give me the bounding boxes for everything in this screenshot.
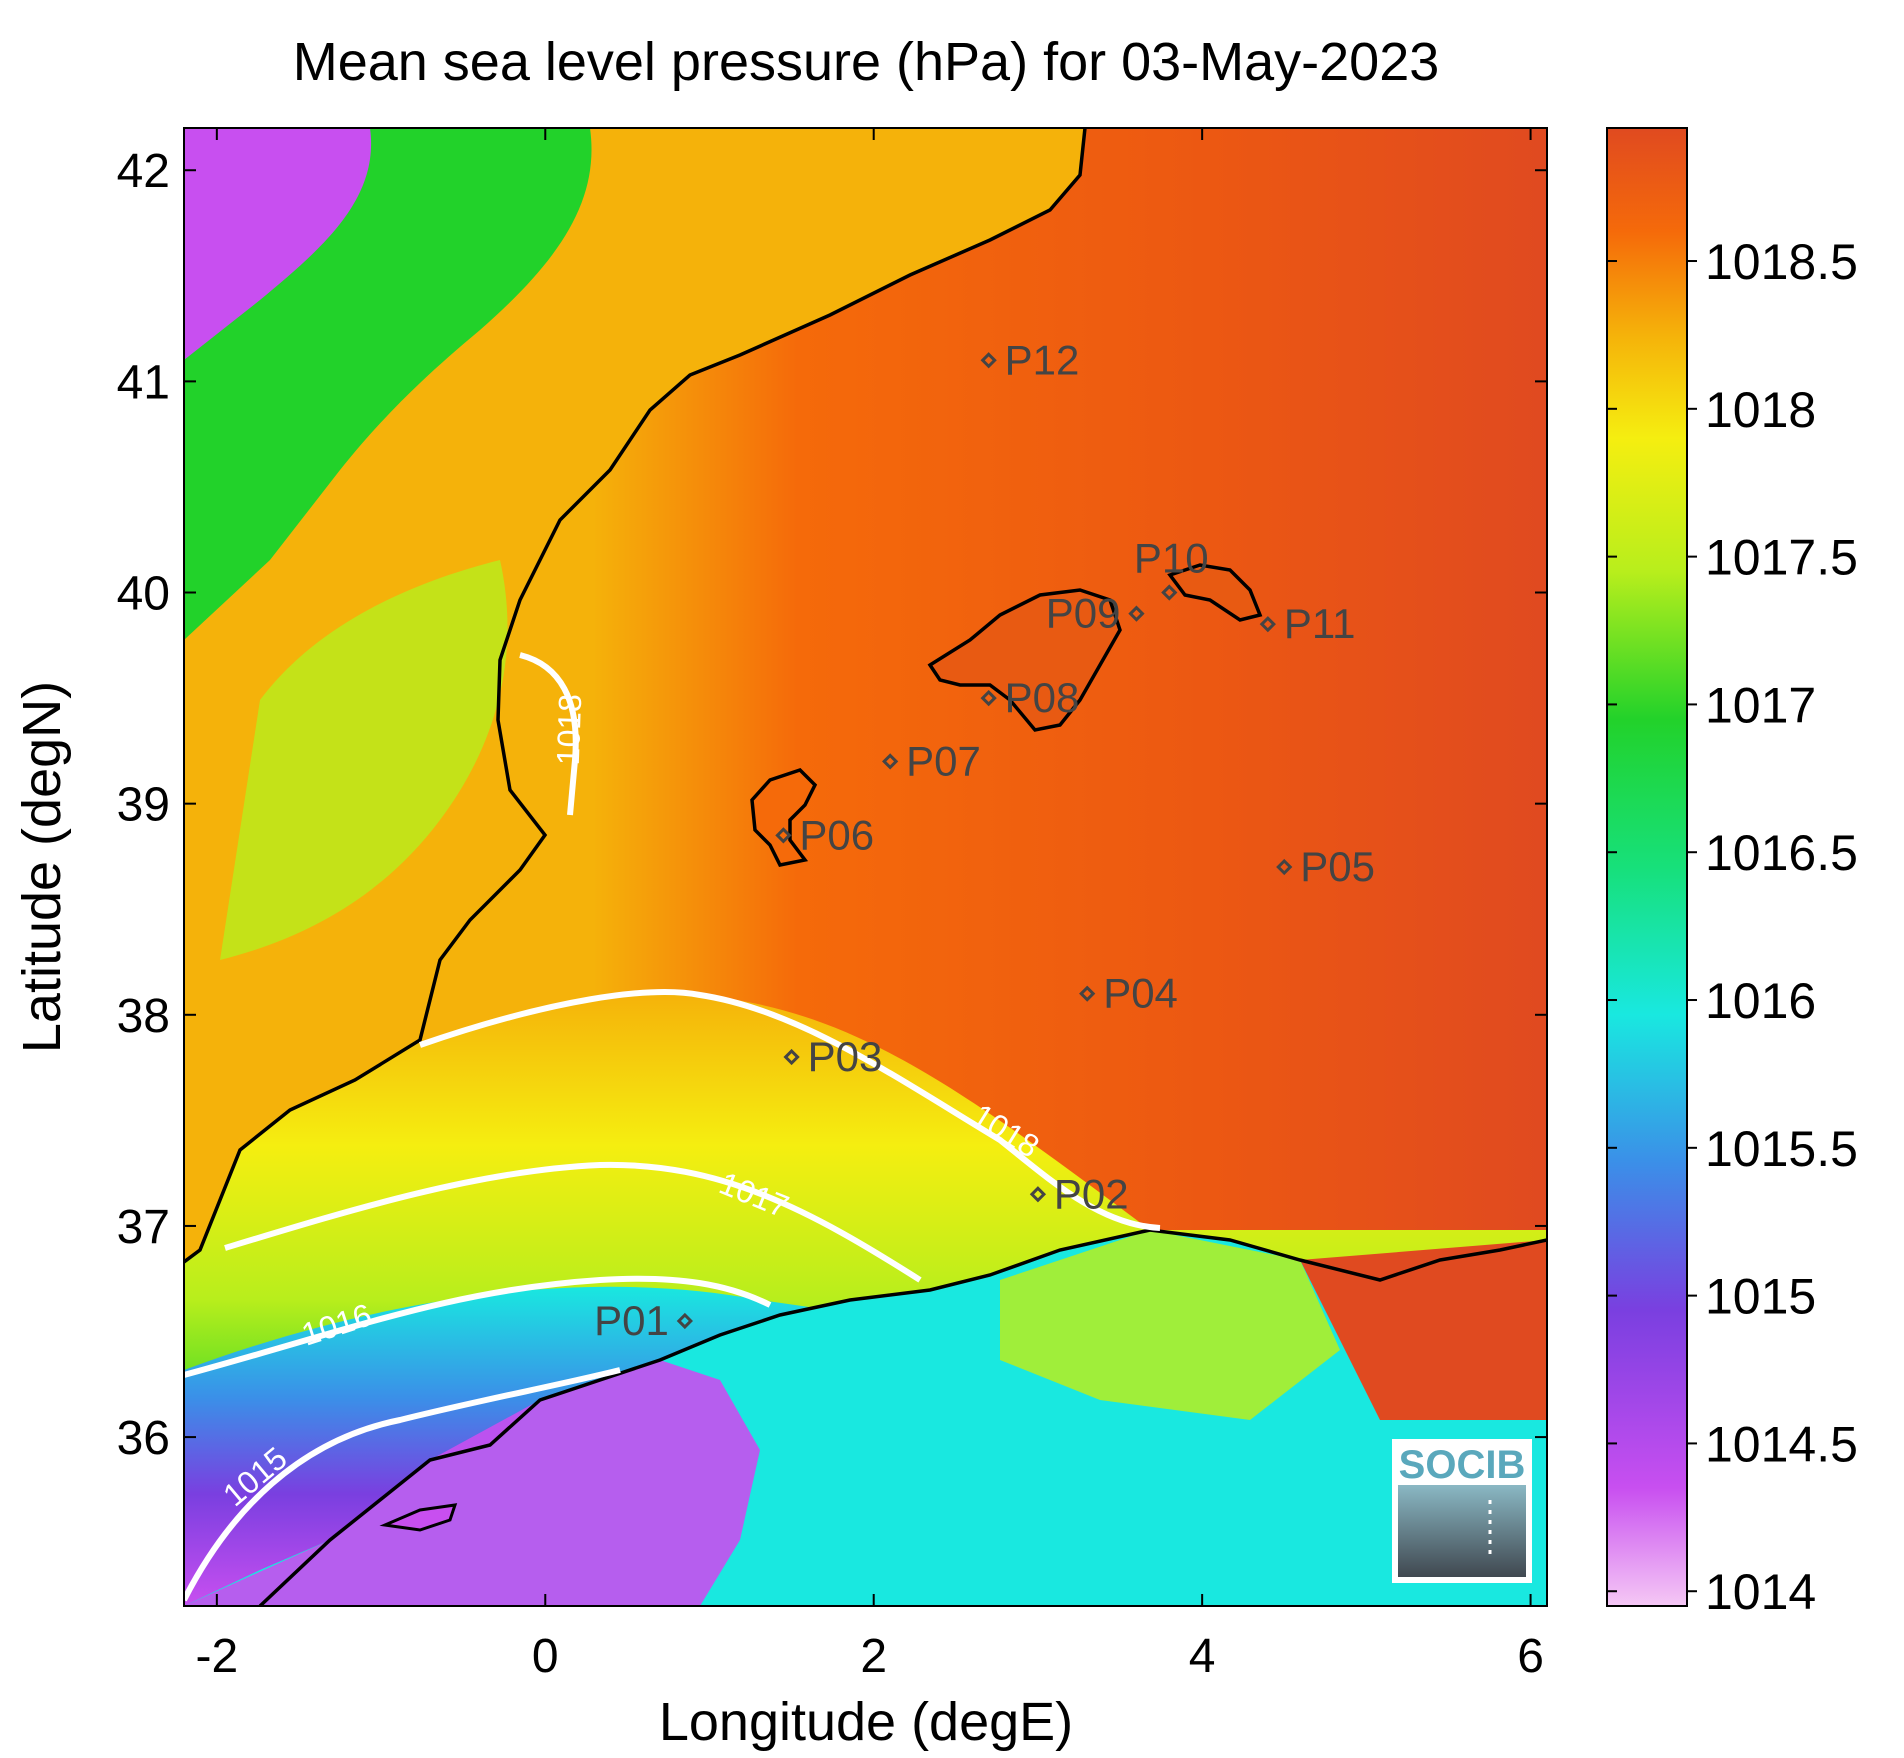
africa-west-lowest xyxy=(184,1360,760,1606)
station-markers: P01 P02 P03 P04 P05 P06 P07 P08 P09 P10 P11 P12 xyxy=(594,336,1375,1344)
x-axis-label: Longitude (degE) xyxy=(659,1692,1073,1752)
colorbar-tick-label: 1017.5 xyxy=(1705,530,1858,586)
colorbar-tick-label: 1018 xyxy=(1705,382,1816,438)
station-p12: P12 xyxy=(980,336,1080,383)
colorbar: 1014 1014.5 1015 1015.5 1016 1016.5 1017 1017.5… xyxy=(1606,127,1858,1620)
colorbar-tick-label: 1018.5 xyxy=(1705,234,1858,290)
plot-frame xyxy=(183,127,1548,1607)
station-label: P03 xyxy=(808,1033,883,1080)
iberia-interior-highlands xyxy=(220,560,508,960)
logo-text: SOCIB xyxy=(1399,1443,1526,1487)
station-label: P08 xyxy=(1005,674,1080,721)
station-p02: P02 xyxy=(1029,1170,1129,1217)
station-marker xyxy=(980,352,997,369)
y-tick-label: 39 xyxy=(117,779,170,832)
contour-1015 xyxy=(184,1367,621,1602)
contour-1018-south xyxy=(419,989,1161,1231)
y-axis-ticks: 36 37 38 39 40 41 42 xyxy=(117,145,1547,1465)
alboran-island xyxy=(379,1503,458,1532)
station-p07: P07 xyxy=(882,737,981,784)
station-p08: P08 xyxy=(980,674,1080,721)
contour-label-1018-north: 1018 xyxy=(550,693,588,765)
station-label: P01 xyxy=(594,1297,669,1344)
station-marker xyxy=(980,689,997,707)
colorbar-tick-label: 1015 xyxy=(1705,1269,1816,1325)
x-tick-label: 2 xyxy=(860,1630,887,1683)
iberia-land xyxy=(184,128,1085,1260)
station-label: P02 xyxy=(1054,1170,1129,1217)
station-marker xyxy=(775,827,792,844)
station-label: P10 xyxy=(1134,535,1209,582)
station-marker xyxy=(882,753,899,770)
chart-title: Mean sea level pressure (hPa) for 03-May… xyxy=(293,32,1440,92)
y-axis-label: Latitude (degN) xyxy=(12,681,72,1053)
x-tick-label: 4 xyxy=(1189,1630,1216,1683)
station-marker xyxy=(1079,985,1096,1002)
y-tick-label: 38 xyxy=(117,990,170,1043)
station-label: P07 xyxy=(906,737,981,784)
x-axis-ticks: -2 0 2 4 6 xyxy=(195,128,1544,1683)
station-p04: P04 xyxy=(1079,970,1178,1017)
station-marker xyxy=(676,1312,693,1330)
colorbar-ticks: 1014 1014.5 1015 1015.5 1016 1016.5 1017 1017.5… xyxy=(1607,234,1858,1620)
colorbar-tick-label: 1016.5 xyxy=(1705,825,1858,881)
y-tick-label: 37 xyxy=(117,1201,170,1254)
station-label: P05 xyxy=(1300,843,1375,890)
africa-east-lowland xyxy=(1300,1240,1547,1420)
station-label: P09 xyxy=(1046,590,1121,637)
contour-1018-north xyxy=(519,652,579,816)
mallorca-island xyxy=(927,588,1122,732)
station-p09: P09 xyxy=(1046,590,1145,637)
contour-1017 xyxy=(224,1161,922,1283)
station-marker xyxy=(1128,605,1145,622)
station-marker xyxy=(1161,584,1178,601)
station-p11: P11 xyxy=(1259,600,1356,647)
y-tick-label: 42 xyxy=(117,145,170,198)
colorbar-tick-label: 1016 xyxy=(1705,973,1816,1029)
colorbar-gradient xyxy=(1606,127,1688,1607)
colorbar-tick-label: 1014 xyxy=(1705,1564,1816,1620)
station-marker xyxy=(1029,1186,1047,1203)
station-p10: P10 xyxy=(1134,535,1209,601)
y-tick-label: 40 xyxy=(117,568,170,621)
ibiza-island xyxy=(750,767,818,867)
x-tick-label: 6 xyxy=(1517,1630,1544,1683)
contour-1016 xyxy=(184,1275,772,1378)
station-marker xyxy=(783,1048,800,1066)
x-tick-label: 0 xyxy=(532,1630,559,1683)
station-p05: P05 xyxy=(1276,843,1375,890)
station-p06: P06 xyxy=(775,811,874,858)
colorbar-tick-label: 1017 xyxy=(1705,677,1816,733)
station-label: P06 xyxy=(799,811,874,858)
africa-coastline xyxy=(258,1228,1547,1606)
menorca-island xyxy=(1167,563,1263,622)
station-p03: P03 xyxy=(783,1033,883,1080)
y-tick-label: 41 xyxy=(117,356,170,409)
x-tick-label: -2 xyxy=(195,1630,238,1683)
africa-east-highlands xyxy=(1000,1230,1340,1420)
station-label: P04 xyxy=(1103,970,1178,1017)
iberia-coastline xyxy=(184,128,1087,1264)
station-marker xyxy=(1259,616,1276,633)
map-plot-area: 1018 1018 1017 1016 1015 P01P02P03P04P05… xyxy=(184,128,1547,1606)
colorbar-tick-label: 1015.5 xyxy=(1705,1121,1858,1177)
y-tick-label: 36 xyxy=(117,1412,170,1465)
socib-logo: SOCIB xyxy=(1392,1439,1532,1583)
station-marker xyxy=(1276,858,1293,876)
colorbar-tick-label: 1014.5 xyxy=(1705,1416,1858,1472)
iberia-interior-lowest xyxy=(184,128,372,360)
station-p01: P01 xyxy=(594,1297,693,1344)
station-label: P12 xyxy=(1005,336,1080,383)
station-label: P11 xyxy=(1284,600,1356,647)
